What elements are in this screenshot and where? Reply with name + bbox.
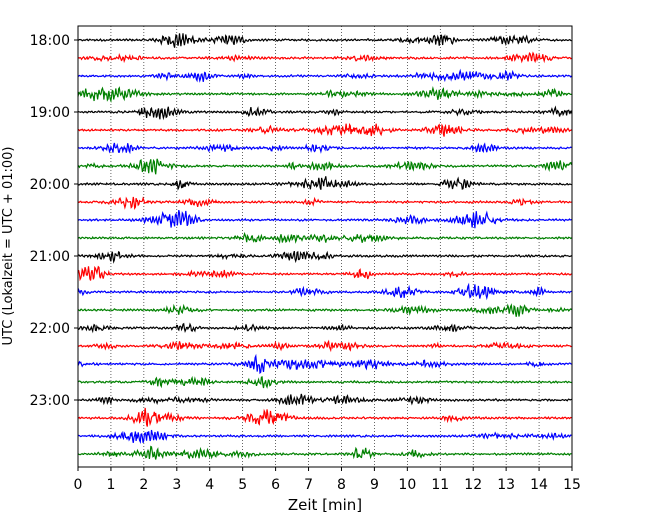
x-tick-label: 14: [530, 477, 548, 493]
trace-2230: [77, 353, 572, 375]
trace-1900: [77, 105, 573, 121]
x-axis-ticks: 0 1 2 3 4 5 6 7 8 9 10 11 12 13 14 15: [74, 467, 581, 493]
trace-2315: [77, 407, 572, 427]
x-tick-label: 9: [370, 477, 379, 493]
trace-2215: [77, 339, 572, 353]
x-tick-label: 0: [74, 477, 83, 493]
y-tick-label: 20:00: [30, 177, 70, 193]
y-tick-label: 18:00: [30, 33, 70, 49]
y-tick-label: 21:00: [30, 249, 70, 265]
trace-1815: [77, 51, 572, 64]
trace-2045: [77, 231, 572, 244]
x-tick-label: 13: [497, 477, 515, 493]
traces: [77, 33, 573, 460]
y-tick-label: 23:00: [30, 393, 70, 409]
plot-frame: [77, 25, 573, 468]
x-tick-label: 6: [271, 477, 280, 493]
x-tick-label: 12: [464, 477, 482, 493]
trace-1945: [77, 158, 573, 175]
trace-1930: [77, 142, 572, 155]
trace-1830: [77, 68, 572, 83]
trace-2300: [77, 393, 572, 406]
trace-2345: [77, 445, 572, 460]
trace-2145: [77, 303, 572, 317]
plot-background: [78, 26, 572, 467]
trace-2130: [77, 282, 572, 301]
trace-1915: [77, 122, 572, 137]
x-tick-label: 3: [172, 477, 181, 493]
y-axis-ticks: 18:00 19:00 20:00 21:00 22:00 23:00: [30, 33, 78, 409]
x-tick-label: 11: [431, 477, 449, 493]
trace-2100: [77, 250, 572, 264]
y-tick-label: 22:00: [30, 321, 70, 337]
x-tick-label: 1: [106, 477, 115, 493]
x-tick-label: 7: [304, 477, 313, 493]
x-tick-label: 15: [563, 477, 581, 493]
x-tick-label: 8: [337, 477, 346, 493]
trace-2245: [77, 375, 572, 389]
trace-2200: [77, 322, 572, 334]
x-tick-label: 4: [205, 477, 214, 493]
x-tick-label: 10: [398, 477, 416, 493]
x-tick-label: 2: [139, 477, 148, 493]
y-axis-label: UTC (Lokalzeit = UTC + 01:00): [1, 147, 16, 346]
trace-2000: [77, 176, 572, 191]
y-tick-label: 19:00: [30, 105, 70, 121]
trace-2030: [77, 209, 572, 229]
trace-2330: [77, 429, 572, 444]
trace-2015: [77, 196, 572, 210]
trace-1845: [77, 85, 572, 104]
x-tick-label: 5: [238, 477, 247, 493]
trace-2115: [77, 265, 572, 282]
x-axis-label: Zeit [min]: [288, 496, 362, 514]
trace-1800: [77, 33, 572, 48]
